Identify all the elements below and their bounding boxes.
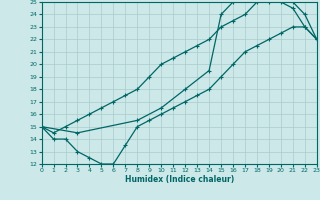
X-axis label: Humidex (Indice chaleur): Humidex (Indice chaleur) [124,175,234,184]
